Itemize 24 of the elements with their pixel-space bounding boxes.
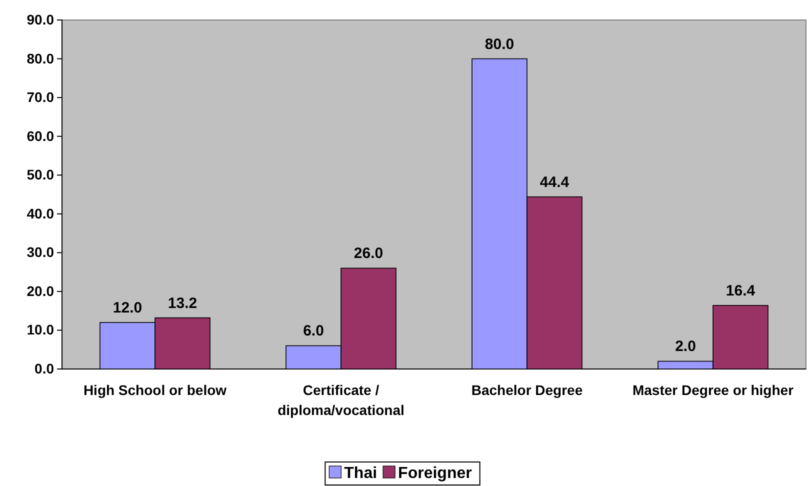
y-tick-label: 30.0 xyxy=(26,244,54,260)
data-label: 13.2 xyxy=(168,294,198,312)
y-tick-label: 0.0 xyxy=(34,360,54,376)
y-tick-label: 40.0 xyxy=(26,205,54,222)
data-label: 80.0 xyxy=(484,36,514,53)
y-tick-label: 80.0 xyxy=(26,50,54,66)
y-tick-label: 50.0 xyxy=(26,166,54,183)
x-tick-label: High School or below xyxy=(83,382,227,398)
data-label: 44.4 xyxy=(540,174,570,191)
data-label: 2.0 xyxy=(675,338,696,356)
x-tick-label: Bachelor Degree xyxy=(471,382,583,398)
x-tick-label: Certificate / diploma/vocational xyxy=(278,382,404,418)
data-label: 16.4 xyxy=(726,282,756,300)
y-tick-label: 90.0 xyxy=(26,11,54,28)
data-label: 12.0 xyxy=(112,299,142,316)
y-tick-label: 70.0 xyxy=(26,89,54,106)
legend-label: Foreigner xyxy=(398,465,472,482)
data-label: 6.0 xyxy=(303,322,324,340)
y-tick-label: 60.0 xyxy=(26,128,54,144)
y-tick-label: 10.0 xyxy=(26,322,54,338)
legend-label: Thai xyxy=(344,465,378,482)
data-label: 26.0 xyxy=(354,245,384,262)
y-tick-label: 20.0 xyxy=(26,282,54,299)
x-tick-label: Master Degree or higher xyxy=(632,382,794,398)
